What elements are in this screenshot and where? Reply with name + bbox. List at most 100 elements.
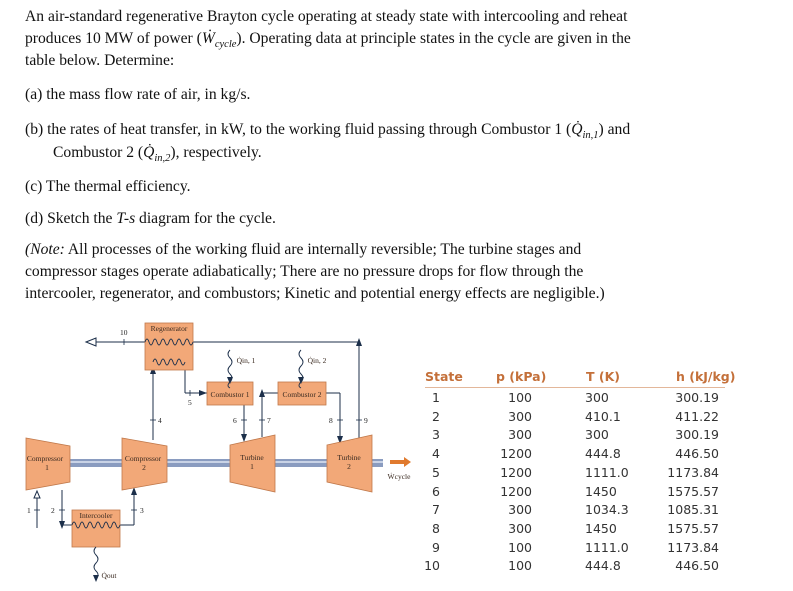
- table-cell: 8: [432, 520, 440, 536]
- t-s-symbol: T-s: [116, 210, 136, 227]
- question-b-text: ), respectively.: [170, 144, 262, 161]
- state-4-label: 4: [158, 416, 162, 425]
- table-cell: 1200: [500, 464, 532, 480]
- table-cell: 3: [432, 427, 440, 443]
- compressor-1-label: Compressor: [27, 454, 64, 463]
- table-cell: 7: [432, 502, 440, 518]
- table-cell: 300.19: [675, 427, 719, 443]
- table-cell: 300: [508, 502, 532, 518]
- work-output-arrow: [390, 457, 411, 467]
- state-10-label: 10: [120, 328, 128, 337]
- table-cell: 1: [432, 390, 440, 405]
- intro-text: ). Operating data at principle states in…: [236, 30, 631, 47]
- note-line-2: compressor stages operate adiabatically;…: [25, 263, 584, 280]
- table-cell: 410.1: [585, 408, 621, 424]
- regenerator-label: Regenerator: [151, 324, 188, 333]
- table-cell: 1575.57: [667, 483, 719, 499]
- q-in-1-symbol: Q̇: [571, 121, 583, 138]
- table-cell: 1173.84: [667, 539, 719, 555]
- table-cell: 300: [508, 408, 532, 424]
- compressor-1-number: 1: [45, 463, 49, 472]
- state-3-label: 3: [140, 506, 144, 515]
- table-cell: 100: [508, 539, 532, 555]
- question-d-text: diagram for the cycle.: [135, 210, 276, 227]
- combustor-1-label: Combustor 1: [211, 390, 250, 399]
- table-cell: 1173.84: [667, 464, 719, 480]
- q-out-label: Q̇out: [102, 571, 118, 580]
- header-temperature: T (K): [586, 369, 620, 384]
- table-cell: 2: [432, 408, 440, 424]
- compressor-2: [121, 437, 168, 491]
- table-cell: 4: [432, 446, 440, 462]
- table-cell: 100: [508, 558, 532, 574]
- table-cell: 9: [432, 539, 440, 555]
- compressor-1: [25, 437, 71, 491]
- intercooler-label: Intercooler: [80, 511, 113, 520]
- table-cell: 444.8: [585, 558, 621, 574]
- state-1-label: 1: [27, 506, 31, 515]
- question-d: (d) Sketch the T-s diagram for the cycle…: [25, 208, 780, 230]
- problem-intro-line-2: produces 10 MW of power (Ẇcycle). Operat…: [25, 28, 780, 56]
- note-line-1: (Note: All processes of the working flui…: [25, 239, 780, 261]
- turbine-2: [326, 434, 373, 493]
- header-pressure: p (kPa): [496, 369, 547, 384]
- combustor-2-label: Combustor 2: [283, 390, 322, 399]
- question-d-text: (d) Sketch the: [25, 210, 117, 227]
- header-divider: [425, 387, 725, 388]
- question-a: (a) the mass flow rate of air, in kg/s.: [25, 86, 251, 103]
- problem-intro-line-1: An air-standard regenerative Brayton cyc…: [25, 8, 628, 25]
- intercooler: [71, 509, 121, 548]
- table-cell: 300: [508, 427, 532, 443]
- state-5-label: 5: [188, 398, 192, 407]
- note-label: (Note:: [25, 241, 65, 258]
- table-cell: 1575.57: [667, 520, 719, 536]
- table-cell: 444.8: [585, 446, 621, 462]
- table-cell: 1450: [585, 483, 617, 499]
- w-cycle-label: Ẇcycle: [388, 472, 412, 481]
- compressor-2-label: Compressor: [125, 454, 162, 463]
- table-cell: 1111.0: [585, 539, 629, 555]
- q-in-1-subscript: in,1: [582, 130, 599, 142]
- state-8-label: 8: [329, 416, 333, 425]
- table-cell: 300: [585, 427, 609, 443]
- turbine-1-label: Turbine: [240, 453, 264, 462]
- question-b-line-1: (b) the rates of heat transfer, in kW, t…: [25, 119, 780, 147]
- state-6-label: 6: [233, 416, 237, 425]
- header-enthalpy: h (kJ/kg): [676, 369, 736, 384]
- q-in-1-label: Q̇in, 1: [237, 356, 256, 365]
- q-in-2-symbol: Q̇: [143, 144, 155, 161]
- table-cell: 446.50: [675, 558, 719, 574]
- table-cell: 300: [585, 390, 609, 405]
- state-7-label: 7: [267, 416, 271, 425]
- question-b-text: Combustor 2 (: [53, 144, 144, 161]
- compressor-2-number: 2: [142, 463, 146, 472]
- turbine-2-number: 2: [347, 462, 351, 471]
- w-cycle-symbol: Ẇ: [201, 30, 215, 47]
- note-text: All processes of the working fluid are i…: [64, 241, 582, 258]
- table-cell: 5: [432, 464, 440, 480]
- note-line-3: intercooler, regenerator, and combustors…: [25, 285, 605, 302]
- table-cell: 411.22: [675, 408, 719, 424]
- question-b-text: ) and: [598, 121, 631, 138]
- intro-text: produces 10 MW of power (: [25, 30, 202, 47]
- table-cell: 10: [424, 558, 440, 574]
- problem-intro-line-3: table below. Determine:: [25, 52, 175, 69]
- table-cell: 6: [432, 483, 440, 499]
- question-b-line-2: Combustor 2 (Q̇in,2), respectively.: [53, 142, 780, 170]
- q-in-2-label: Q̇in, 2: [308, 356, 327, 365]
- turbine-2-label: Turbine: [337, 453, 361, 462]
- turbine-1: [229, 434, 276, 493]
- table-cell: 1450: [585, 520, 617, 536]
- state-2-label: 2: [51, 506, 55, 515]
- w-cycle-subscript: cycle: [214, 39, 237, 51]
- combustor-2: [277, 381, 327, 406]
- turbine-1-number: 1: [250, 462, 254, 471]
- table-cell: 446.50: [675, 446, 719, 462]
- q-in-2-subscript: in,2: [154, 153, 171, 165]
- table-cell: 300.19: [675, 390, 719, 405]
- table-cell: 1034.3: [585, 502, 629, 518]
- table-cell: 1085.31: [667, 502, 719, 518]
- table-cell: 1200: [500, 446, 532, 462]
- table-cell: 1111.0: [585, 464, 629, 480]
